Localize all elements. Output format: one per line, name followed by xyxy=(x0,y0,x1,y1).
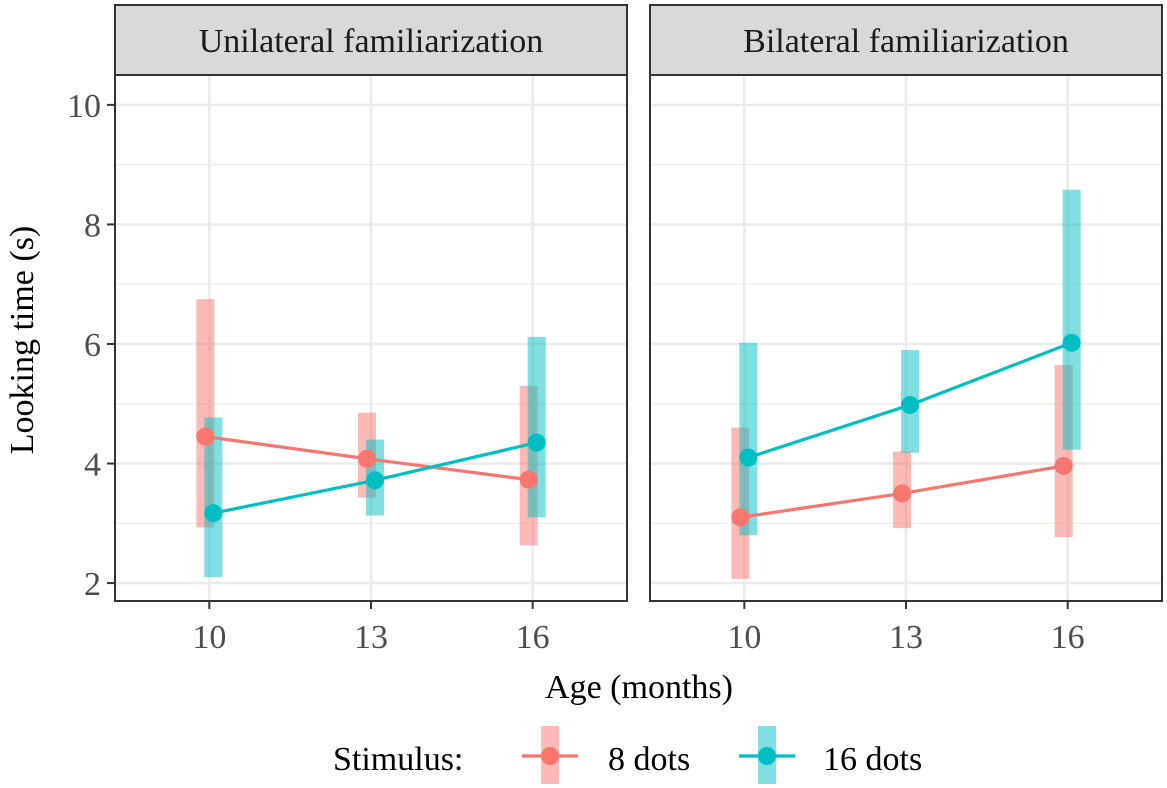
panel-strip xyxy=(114,4,628,76)
panel-strip xyxy=(649,4,1163,76)
data-point-16-dots xyxy=(739,448,758,467)
y-axis-label: Looking time (s) xyxy=(4,226,41,455)
x-tick-label: 16 xyxy=(516,619,550,656)
legend-label: 16 dots xyxy=(823,741,922,778)
data-point-16-dots xyxy=(1062,333,1081,352)
legend-title: Stimulus: xyxy=(333,741,463,778)
x-tick-label: 13 xyxy=(354,619,388,656)
panel-title: Unilateral familiarization xyxy=(199,23,544,60)
ci-bar-16-dots xyxy=(1062,189,1081,450)
y-tick-label: 10 xyxy=(67,88,101,125)
ci-bar-16-dots xyxy=(527,336,546,518)
legend-key-point xyxy=(758,747,776,765)
y-tick-label: 6 xyxy=(84,327,101,364)
panel-1: Unilateral familiarization xyxy=(114,4,628,602)
x-tick-label: 10 xyxy=(192,619,226,656)
x-tick-label: 10 xyxy=(727,619,761,656)
data-point-8-dots xyxy=(731,508,750,527)
y-tick-label: 8 xyxy=(84,207,101,244)
x-tick-label: 13 xyxy=(889,619,923,656)
data-point-8-dots xyxy=(519,470,538,489)
data-point-8-dots xyxy=(1054,456,1073,475)
ci-bar-16-dots xyxy=(739,342,758,536)
legend-key-point xyxy=(541,747,559,765)
data-point-8-dots xyxy=(893,484,911,503)
panel-title: Bilateral familiarization xyxy=(743,23,1069,60)
data-point-8-dots xyxy=(358,449,376,468)
panel-2: Bilateral familiarization xyxy=(649,4,1163,602)
data-point-16-dots xyxy=(366,471,384,490)
data-point-16-dots xyxy=(901,395,919,414)
y-tick-label: 4 xyxy=(84,447,101,484)
y-tick-label: 2 xyxy=(84,566,101,603)
x-axis-label: Age (months) xyxy=(545,669,733,706)
data-point-8-dots xyxy=(196,427,215,446)
ci-bar-16-dots xyxy=(204,417,223,578)
data-point-16-dots xyxy=(527,433,546,452)
x-tick-label: 16 xyxy=(1051,619,1085,656)
legend: Stimulus: 8 dots 16 dots xyxy=(333,726,922,784)
legend-label: 8 dots xyxy=(608,741,690,778)
data-point-16-dots xyxy=(204,504,223,523)
